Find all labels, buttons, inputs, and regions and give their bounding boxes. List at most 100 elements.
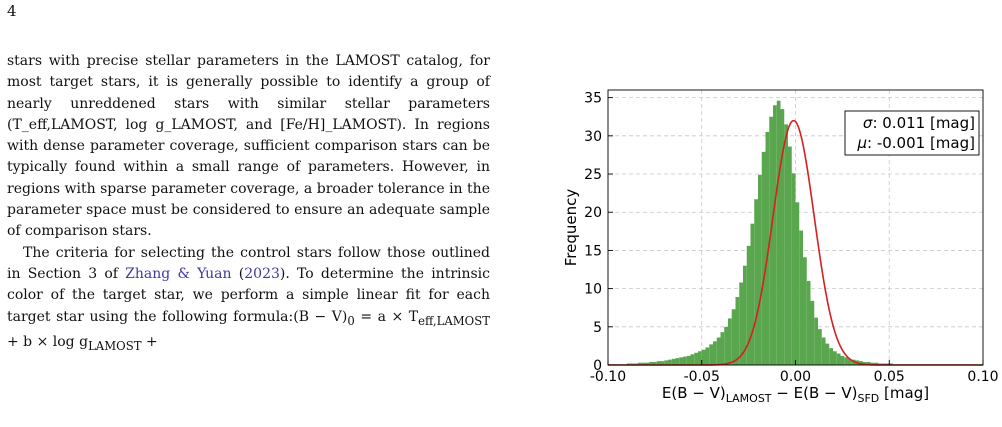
legend-mu-value: : -0.001 [mag] bbox=[867, 134, 975, 152]
y-tick-label: 20 bbox=[584, 205, 602, 221]
histogram-bar bbox=[683, 356, 687, 365]
histogram-bar bbox=[848, 358, 852, 365]
histogram-bar bbox=[679, 357, 683, 365]
legend-sigma-symbol: σ bbox=[863, 114, 873, 132]
paren-open: ( bbox=[231, 265, 245, 282]
histogram-bar bbox=[780, 109, 785, 365]
histogram-bar bbox=[776, 100, 781, 365]
histogram-bar bbox=[818, 329, 822, 365]
histogram-bar bbox=[821, 337, 826, 365]
legend-mu-symbol: μ bbox=[856, 134, 867, 152]
histogram-bar bbox=[705, 347, 710, 365]
citation-link-year[interactable]: 2023 bbox=[244, 265, 280, 282]
histogram-bar bbox=[653, 361, 657, 365]
histogram-bar bbox=[698, 351, 702, 365]
histogram-bar bbox=[701, 349, 706, 365]
paragraph-2: The criteria for selecting the control s… bbox=[7, 243, 490, 357]
histogram-bar bbox=[645, 362, 650, 365]
legend-mu: μ: -0.001 [mag] bbox=[856, 134, 975, 152]
x-tick-label: 0.00 bbox=[780, 369, 811, 385]
histogram-bar bbox=[769, 116, 773, 365]
histogram-bar bbox=[668, 359, 672, 365]
histogram-bar bbox=[754, 199, 758, 365]
histogram-bar bbox=[660, 361, 665, 365]
histogram-bar bbox=[814, 317, 818, 365]
histogram-bar bbox=[746, 245, 751, 365]
y-tick-label: 0 bbox=[593, 358, 602, 374]
histogram-bar bbox=[810, 300, 815, 365]
histogram-bar bbox=[731, 309, 736, 365]
y-tick-label: 15 bbox=[584, 243, 602, 259]
histogram-bar bbox=[686, 355, 691, 365]
x-label-part-1: E(B − V) bbox=[662, 384, 726, 402]
histogram-bars bbox=[608, 100, 983, 366]
x-tick-label: -0.05 bbox=[684, 369, 720, 385]
page-number: 4 bbox=[7, 2, 17, 20]
equation-part-2: + b × log g bbox=[7, 333, 89, 350]
histogram-bar bbox=[784, 124, 788, 365]
legend-box: σ: 0.011 [mag] μ: -0.001 [mag] bbox=[844, 110, 980, 156]
histogram-bar bbox=[713, 341, 717, 365]
legend-sigma: σ: 0.011 [mag] bbox=[863, 114, 975, 132]
histogram-bar bbox=[844, 357, 848, 365]
x-label-part-2: − E(B − V) bbox=[772, 384, 858, 402]
paragraph-2-before: The criteria for selecting the control s… bbox=[7, 244, 490, 282]
histogram-bar bbox=[664, 360, 668, 365]
histogram-bar bbox=[758, 174, 762, 365]
equation-part-3: + bbox=[141, 333, 158, 350]
y-tick-label: 10 bbox=[584, 282, 602, 298]
paragraph-1: stars with precise stellar parameters in… bbox=[7, 53, 490, 240]
histogram-bar bbox=[750, 223, 755, 365]
legend-sigma-value: : 0.011 [mag] bbox=[872, 114, 975, 132]
x-label-part-3: [mag] bbox=[879, 384, 929, 402]
x-label-sub-lamost: LAMOST bbox=[726, 392, 772, 405]
histogram-bar bbox=[825, 343, 830, 365]
citation-link-author[interactable]: Zhang & Yuan bbox=[125, 265, 232, 282]
histogram-bar bbox=[671, 358, 676, 365]
histogram-bar bbox=[870, 362, 875, 365]
sub-zero: 0 bbox=[347, 313, 355, 328]
histogram-bar bbox=[833, 351, 837, 365]
body-text: stars with precise stellar parameters in… bbox=[7, 51, 490, 357]
y-tick-label: 25 bbox=[584, 167, 602, 183]
histogram-bar bbox=[806, 280, 811, 365]
histogram-bar bbox=[656, 361, 661, 365]
legend-frame bbox=[844, 110, 980, 156]
histogram-bar bbox=[866, 361, 871, 365]
y-tick-label: 5 bbox=[593, 320, 602, 336]
histogram-bar bbox=[795, 202, 800, 365]
histogram-bar bbox=[649, 361, 653, 365]
histogram-bar bbox=[761, 151, 766, 365]
x-tick-label: -0.10 bbox=[590, 369, 626, 385]
histogram-bar bbox=[735, 297, 740, 365]
histogram-bar bbox=[863, 361, 867, 365]
sub-teff: eff,LAMOST bbox=[418, 313, 490, 328]
x-tick-label: 0.05 bbox=[874, 369, 905, 385]
histogram-bar bbox=[743, 265, 747, 365]
histogram-bar bbox=[728, 318, 732, 365]
x-axis-label: E(B − V)LAMOST − E(B − V)SFD [mag] bbox=[662, 384, 929, 405]
x-tick-label: 0.10 bbox=[967, 369, 998, 385]
histogram-bar bbox=[690, 354, 695, 365]
histogram-bar bbox=[739, 282, 743, 365]
paragraph-2-after: ). To determine the intrinsic color of t… bbox=[7, 265, 491, 325]
axis-ticks: -0.10 -0.05 0.00 0.05 0.10 0 5 10 15 20 25 30 35 bbox=[584, 91, 998, 385]
y-tick-label: 35 bbox=[584, 91, 602, 107]
histogram-bar bbox=[840, 355, 845, 365]
x-label-sub-sfd: SFD bbox=[857, 392, 879, 405]
histogram-bar bbox=[675, 358, 680, 365]
y-tick-label: 30 bbox=[584, 129, 602, 145]
histogram-bar bbox=[694, 352, 698, 365]
histogram-bar bbox=[874, 362, 878, 365]
histogram-bar bbox=[765, 132, 770, 365]
histogram-bar bbox=[803, 257, 807, 365]
histogram-bar bbox=[724, 326, 728, 365]
histogram-figure: -0.10 -0.05 0.00 0.05 0.10 0 5 10 15 20 25 30 35 σ: … bbox=[530, 70, 1002, 422]
histogram-bar bbox=[791, 173, 796, 365]
histogram-bar bbox=[720, 332, 725, 365]
histogram-bar bbox=[836, 353, 841, 365]
y-axis-label: Frequency bbox=[562, 189, 580, 267]
sub-logg: LAMOST bbox=[88, 338, 142, 353]
equation-part-1: = a × T bbox=[354, 308, 419, 325]
